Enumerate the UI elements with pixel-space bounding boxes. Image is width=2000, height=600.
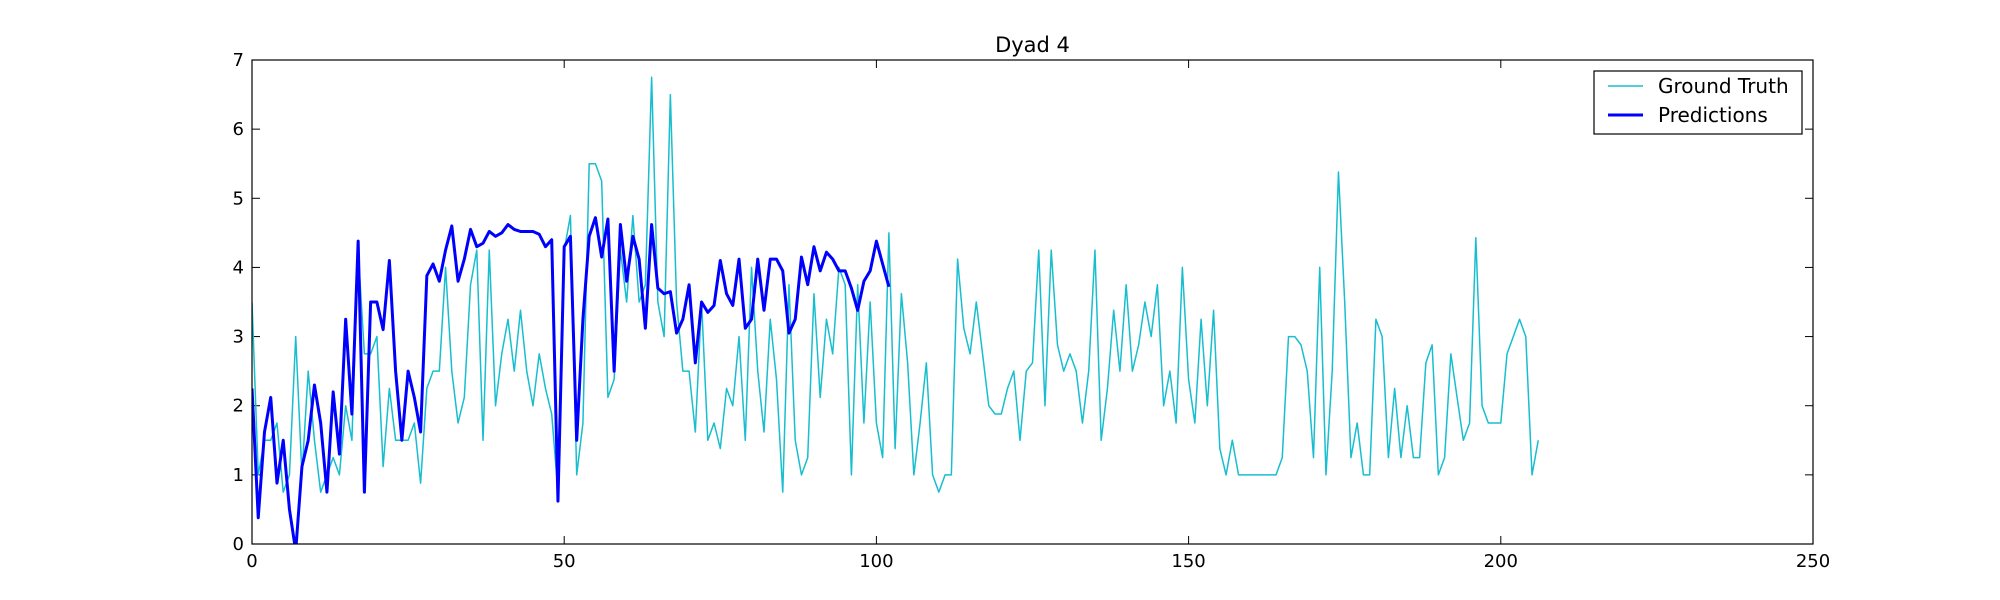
plot-frame <box>251 59 1814 545</box>
x-tick-label: 0 <box>246 551 257 572</box>
legend-label-ground-truth: Ground Truth <box>1658 74 1789 98</box>
y-tick-label: 6 <box>233 119 244 140</box>
x-tick-label: 250 <box>1796 551 1830 572</box>
axis-ticks: 0 50 100 150 200 250 0 1 2 3 4 5 6 7 <box>233 50 1831 572</box>
y-tick-label: 2 <box>233 396 244 417</box>
y-tick-label: 0 <box>233 534 244 555</box>
x-tick-label: 150 <box>1171 551 1205 572</box>
x-tick-label: 100 <box>859 551 893 572</box>
legend: Ground Truth Predictions <box>1593 70 1803 135</box>
legend-box <box>1593 70 1803 135</box>
y-tick-label: 7 <box>233 50 244 71</box>
series-layer <box>252 76 1539 544</box>
x-tick-label: 200 <box>1484 551 1518 572</box>
y-tick-label: 5 <box>233 188 244 209</box>
y-tick-label: 4 <box>233 257 244 278</box>
series-line-predictions <box>252 216 891 544</box>
series-line-ground-truth <box>252 76 1539 493</box>
y-tick-label: 3 <box>233 327 244 348</box>
x-tick-label: 50 <box>553 551 576 572</box>
legend-label-predictions: Predictions <box>1658 103 1768 127</box>
chart-title: Dyad 4 <box>995 33 1070 57</box>
y-tick-label: 1 <box>233 465 244 486</box>
